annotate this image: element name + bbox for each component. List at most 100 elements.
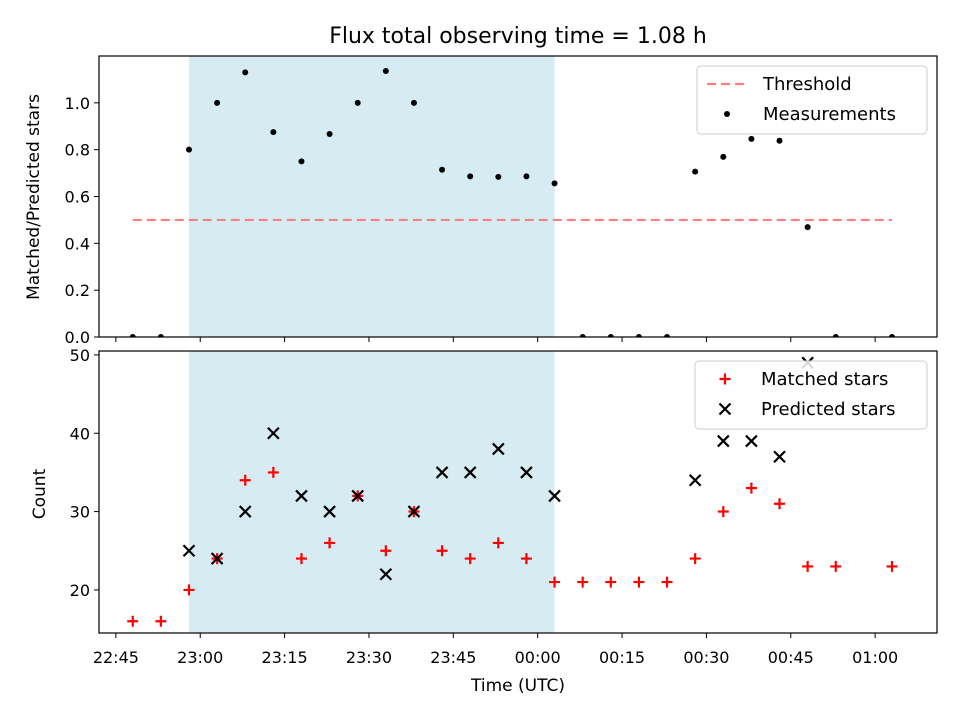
matched-stars-point — [127, 615, 139, 627]
legend: Matched stars Predicted stars — [694, 360, 928, 430]
matched-stars-point — [183, 584, 195, 596]
matched-stars-point — [717, 506, 729, 518]
legend-matched-swatch — [719, 373, 731, 385]
measurement-point — [720, 153, 727, 160]
matched-stars-point — [155, 615, 167, 627]
predicted-stars-point — [688, 473, 702, 487]
predicted-stars-point — [407, 505, 421, 518]
matched-stars-point — [774, 498, 786, 510]
x-tick-label: 01:00 — [852, 648, 898, 667]
y-tick-label: 50 — [70, 346, 90, 365]
matched-stars-point — [436, 545, 448, 557]
measurement-point — [242, 69, 249, 76]
predicted-stars-point — [238, 505, 252, 518]
x-tick-label: 23:00 — [177, 648, 223, 667]
matched-stars-point — [464, 553, 476, 565]
x-tick-label: 00:00 — [515, 648, 561, 667]
observing-window-shade — [188, 56, 555, 337]
measurement-point — [185, 146, 192, 153]
matched-stars-point — [520, 553, 532, 565]
measurement-point — [129, 334, 136, 337]
measurement-point — [495, 173, 502, 180]
legend-label: Threshold — [762, 74, 852, 95]
chart-title: Flux total observing time = 1.08 h — [329, 24, 707, 49]
y-tick-label: 0.6 — [65, 188, 90, 207]
legend-label: Predicted stars — [761, 399, 895, 420]
x-tick-label: 23:15 — [262, 648, 308, 667]
matched-stars-point — [689, 553, 701, 565]
measurement-point — [664, 334, 671, 337]
matched-stars-point — [549, 576, 561, 588]
measurement-point — [467, 173, 474, 180]
predicted-stars-point — [717, 434, 730, 448]
matched-stars-point — [605, 576, 617, 588]
x-axis-label: Time (UTC) — [470, 676, 565, 696]
y-tick-label: 20 — [70, 581, 90, 600]
matched-stars-point — [633, 576, 645, 588]
y-tick-label: 0.8 — [65, 141, 90, 160]
measurement-point — [157, 334, 164, 337]
matched-stars-point — [324, 537, 336, 549]
y-tick-label: 0.0 — [65, 328, 90, 347]
measurement-point — [692, 168, 699, 175]
bottom-y-axis-label: Count — [30, 468, 50, 519]
predicted-stars-point — [210, 552, 224, 565]
measurement-point — [382, 67, 389, 74]
y-tick-label: 0.2 — [65, 281, 90, 300]
predicted-stars-point — [773, 450, 786, 464]
matched-stars-point — [295, 553, 307, 565]
x-tick-label: 00:15 — [599, 648, 645, 667]
count-panel: 20 30 40 50 22:45 23:00 23:15 23:30 23:45 00:00 00… — [70, 346, 938, 667]
predicted-stars-point — [295, 489, 308, 503]
x-tick-label: 23:30 — [346, 648, 392, 667]
matched-stars-point — [802, 560, 814, 572]
y-tick-label: 0.4 — [65, 234, 90, 253]
matched-stars-point — [380, 545, 392, 557]
matched-stars-point — [886, 560, 898, 572]
ratio-panel: 0.0 0.2 0.4 0.6 0.8 1.0 Threshold Measurements — [65, 55, 938, 347]
predicted-stars-point — [182, 544, 196, 558]
measurement-point — [889, 334, 896, 337]
y-tick-label: 1.0 — [65, 94, 90, 113]
measurement-point — [270, 129, 277, 136]
y-tick-label: 30 — [70, 503, 90, 522]
matched-stars-point — [661, 576, 673, 588]
legend-measurements-swatch — [724, 111, 730, 117]
measurement-point — [410, 99, 417, 106]
measurement-point — [354, 99, 361, 106]
measurement-point — [326, 130, 333, 137]
measurement-point — [776, 137, 783, 144]
measurement-point — [439, 166, 446, 173]
predicted-stars-point — [351, 489, 364, 503]
y-tick-label: 40 — [70, 424, 90, 443]
predicted-stars-point — [548, 489, 561, 503]
measurement-point — [551, 180, 558, 187]
legend: Threshold Measurements — [696, 65, 928, 135]
predicted-stars-point — [492, 442, 505, 456]
x-tick-label: 00:30 — [683, 648, 729, 667]
predicted-stars-point — [379, 567, 393, 581]
top-y-axis-label: Matched/Predicted stars — [24, 94, 44, 300]
matched-stars-point — [745, 482, 757, 494]
matched-stars-point — [577, 576, 589, 588]
measurement-point — [523, 173, 530, 180]
measurement-point — [214, 99, 221, 106]
measurement-point — [579, 334, 586, 337]
axes-frame — [98, 350, 938, 634]
measurement-point — [635, 334, 642, 337]
measurement-point — [804, 224, 811, 231]
observing-window-shade — [188, 351, 555, 633]
predicted-stars-point — [745, 434, 758, 448]
measurement-point — [748, 135, 755, 142]
legend-predicted-swatch — [718, 402, 732, 416]
predicted-stars-point — [435, 466, 449, 479]
predicted-stars-point — [463, 466, 477, 479]
x-tick-label: 00:45 — [768, 648, 814, 667]
measurement-point — [832, 334, 839, 337]
legend-label: Matched stars — [761, 369, 888, 390]
matched-stars-point — [830, 560, 842, 572]
matched-stars-point — [492, 537, 504, 549]
matched-stars-point — [239, 474, 251, 486]
measurement-point — [298, 158, 305, 165]
